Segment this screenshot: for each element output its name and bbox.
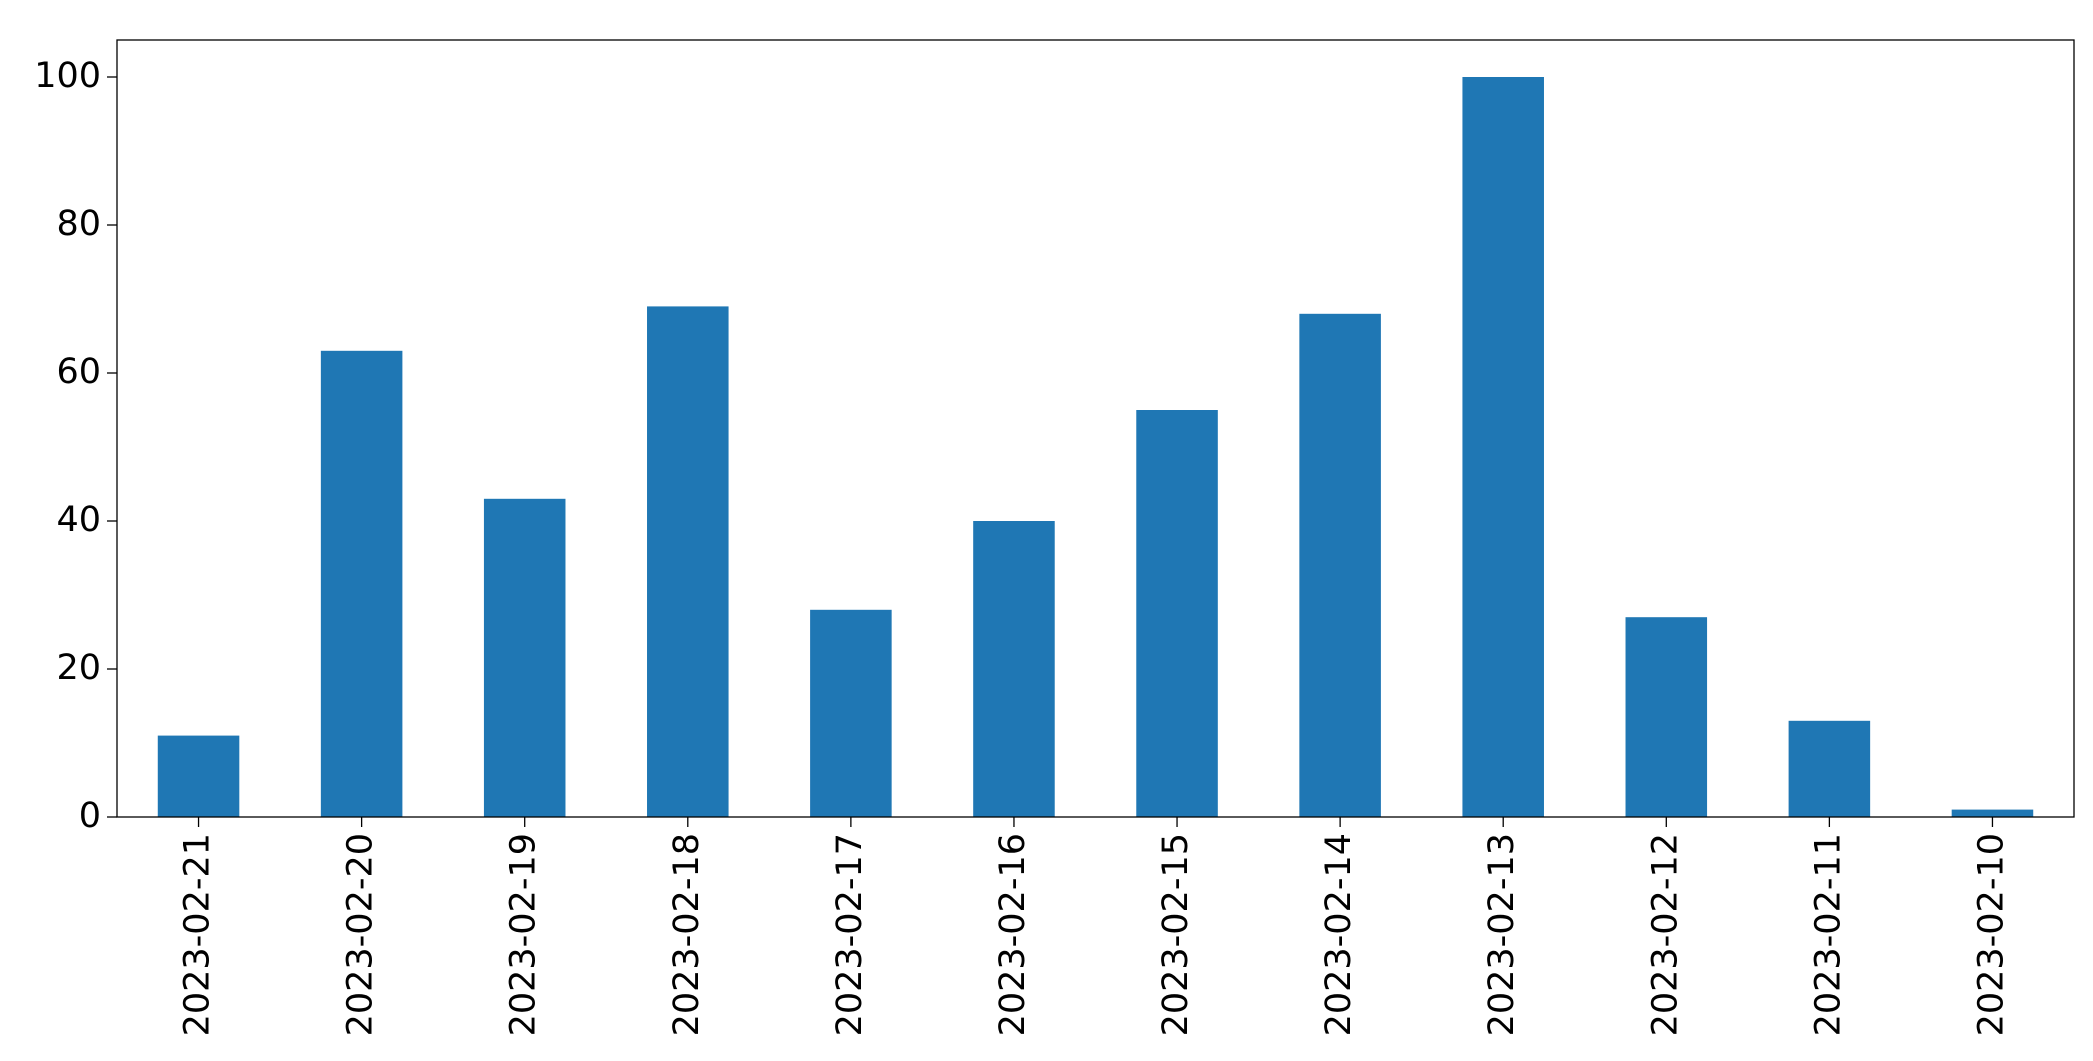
y-tick-label: 0 [79,796,101,836]
plot-frame [116,39,2075,818]
y-tick-label: 20 [56,648,101,688]
bar [1625,617,1708,817]
x-tick-label: 2023-02-21 [178,833,218,1036]
bar [647,306,729,817]
bar [973,521,1055,817]
bar [1462,77,1544,817]
x-tick-label: 2023-02-11 [1808,833,1848,1036]
bar [1136,410,1218,817]
x-tick-label: 2023-02-13 [1482,833,1522,1036]
x-tick-label: 2023-02-17 [830,833,870,1036]
bar [157,735,240,817]
bar [1788,720,1871,817]
x-tick-label: 2023-02-18 [667,833,707,1036]
bar [320,350,403,817]
bar [810,609,892,817]
x-tick-label: 2023-02-15 [1156,833,1196,1036]
y-tick-label: 40 [56,500,101,540]
bar [1299,313,1381,817]
y-tick-label: 100 [34,56,101,96]
x-tick-label: 2023-02-14 [1319,833,1359,1036]
bar [483,498,566,817]
x-tick-label: 2023-02-20 [341,833,381,1036]
y-tick-label: 80 [56,204,101,244]
bar [1951,809,2034,817]
x-tick-label: 2023-02-10 [1971,833,2011,1036]
x-tick-label: 2023-02-19 [504,833,544,1036]
x-tick-label: 2023-02-16 [993,833,1033,1036]
y-tick-label: 60 [56,352,101,392]
x-tick-label: 2023-02-12 [1645,833,1685,1036]
